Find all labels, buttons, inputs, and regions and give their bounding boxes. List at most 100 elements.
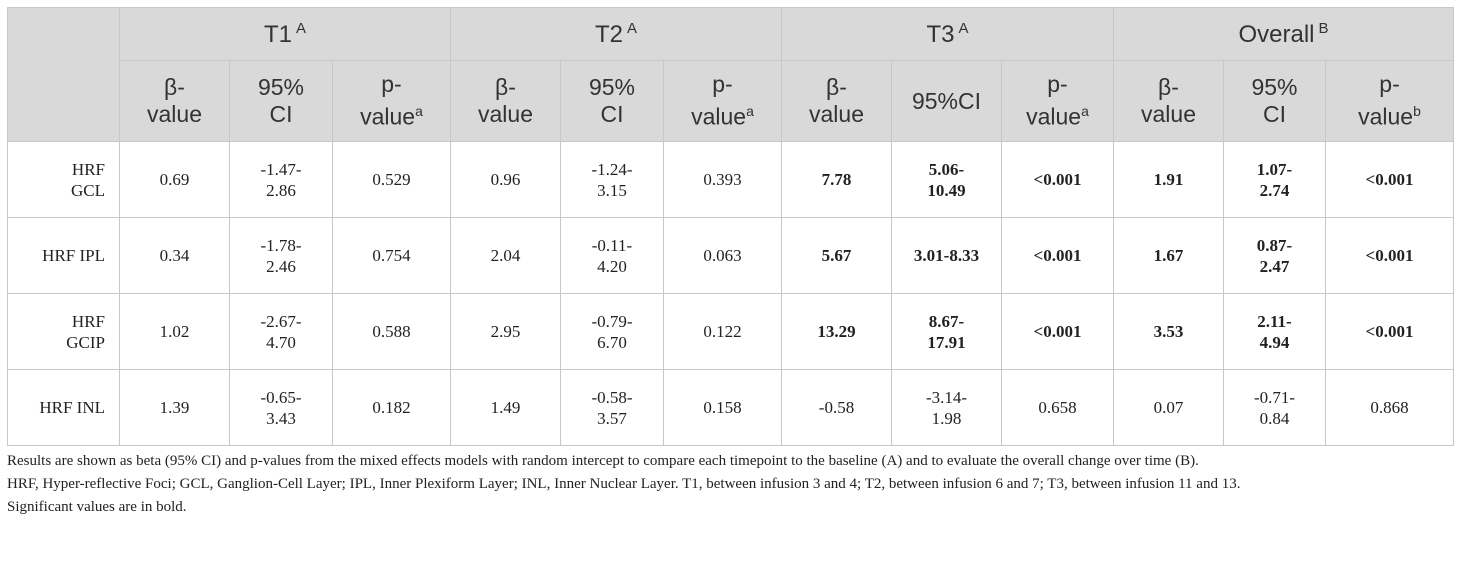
table-cell: <0.001	[1324, 217, 1455, 294]
group-label: T3	[926, 20, 955, 48]
cell-value: 0.393	[703, 170, 742, 189]
cell-value: 0.588	[372, 322, 411, 341]
cell-value: 1.67	[1153, 246, 1184, 265]
column-header-6: β-value	[781, 60, 892, 142]
column-header-line2: value	[809, 101, 864, 127]
cell-value: 0.182	[372, 398, 411, 417]
group-label: Overall	[1238, 20, 1315, 48]
cell-value: 3.57	[597, 408, 627, 428]
row-label-text: HRF IPL	[42, 246, 105, 265]
group-header-3: Overall B	[1112, 7, 1455, 61]
table-cell: 1.39	[119, 369, 230, 446]
table-cell: 1.67	[1113, 217, 1224, 294]
column-header-line2: CI	[600, 101, 624, 127]
cell-value: -0.11-	[591, 235, 633, 255]
column-header-line1: 95%	[1251, 74, 1298, 100]
table-cell: 7.78	[781, 141, 892, 218]
cell-value: 0.69	[159, 170, 190, 189]
cell-value: 0.122	[703, 322, 742, 341]
column-header-line2: value	[1358, 103, 1414, 130]
table-cell: 13.29	[781, 293, 892, 370]
column-header-line1: p-	[381, 71, 402, 98]
row-label: HRF GCL	[7, 141, 120, 218]
cell-value: 7.78	[821, 170, 852, 189]
cell-value: 0.529	[372, 170, 411, 189]
results-table: T1 A T2 A T3 A Overall B β-value 95% CI p-valuea β-…	[7, 7, 1455, 446]
group-superscript: A	[296, 19, 307, 37]
cell-value: <0.001	[1365, 322, 1414, 341]
column-header-superscript: a	[746, 103, 754, 120]
table-cell: 0.868	[1324, 369, 1455, 446]
table-cell: 2.04	[450, 217, 561, 294]
column-header-line2: value	[360, 103, 416, 130]
column-header-4: 95% CI	[560, 60, 664, 142]
table-cell: 0.658	[1001, 369, 1114, 446]
cell-value: <0.001	[1033, 246, 1082, 265]
column-header-line1: β-	[826, 74, 847, 100]
table-cell: -1.24- 3.15	[560, 141, 664, 218]
group-superscript: B	[1318, 19, 1329, 37]
cell-value: 2.47	[1259, 256, 1290, 276]
table-cell: 2.11- 4.94	[1223, 293, 1326, 370]
group-label: T1	[263, 20, 292, 48]
table-cell: -0.58	[781, 369, 892, 446]
column-header-line1: 95%CI	[911, 87, 982, 114]
cell-value: <0.001	[1365, 246, 1414, 265]
table-cell: 1.07- 2.74	[1223, 141, 1326, 218]
cell-value: 0.158	[703, 398, 742, 417]
group-header-2: T3 A	[781, 7, 1114, 61]
column-header-line2: CI	[1263, 101, 1286, 127]
group-label: T2	[594, 20, 623, 48]
table-cell: 0.182	[332, 369, 451, 446]
table-cell: <0.001	[1324, 141, 1455, 218]
footnote-1: HRF, Hyper-reflective Foci; GCL, Ganglio…	[7, 476, 1241, 492]
cell-value: 1.49	[490, 398, 521, 417]
cell-value: 5.06-	[928, 159, 965, 179]
column-header-line2: value	[1026, 103, 1082, 130]
column-header-1: 95% CI	[229, 60, 333, 142]
table-cell: <0.001	[1324, 293, 1455, 370]
column-header-line2: value	[478, 101, 533, 127]
table-cell: 0.529	[332, 141, 451, 218]
subheader-row: β-value 95% CI p-valuea β-value 95% CI p-valuea…	[8, 60, 1455, 142]
row-label-text: HRF	[71, 159, 105, 179]
column-header-line2: value	[691, 103, 747, 130]
row-label-text: HRF	[71, 311, 105, 331]
column-header-9: β-value	[1113, 60, 1224, 142]
column-header-line1: β-	[495, 74, 516, 100]
column-header-line1: p-	[712, 71, 733, 98]
column-header-11: p-valueb	[1324, 60, 1455, 142]
table-footnotes: Results are shown as beta (95% CI) and p…	[7, 452, 1453, 521]
row-label: HRF IPL	[7, 217, 120, 294]
group-superscript: A	[627, 19, 638, 37]
column-header-line1: p-	[1047, 71, 1068, 98]
cell-value: 4.94	[1259, 332, 1290, 352]
column-header-line1: 95%	[588, 74, 636, 100]
table-cell: -3.14- 1.98	[891, 369, 1002, 446]
cell-value: 6.70	[597, 332, 627, 352]
row-label-text: GCL	[71, 180, 105, 200]
column-header-line1: β-	[1158, 74, 1179, 100]
table-cell: -0.58- 3.57	[560, 369, 664, 446]
group-header-row: T1 A T2 A T3 A Overall B	[7, 7, 1455, 142]
cell-value: 4.70	[266, 332, 296, 352]
cell-value: -0.71-	[1253, 387, 1296, 407]
column-header-8: p-valuea	[1001, 60, 1114, 142]
table-cell: 0.063	[663, 217, 782, 294]
column-header-0: β-value	[119, 60, 230, 142]
cell-value: 0.96	[490, 170, 521, 189]
table-row: HRF IPL 0.34 -1.78- 2.46 0.754 2.04 -0.11- 4.20…	[7, 217, 1455, 294]
table-cell: 1.02	[119, 293, 230, 370]
column-header-7: 95%CI	[891, 60, 1002, 142]
row-label: HRF INL	[7, 369, 120, 446]
cell-value: 4.20	[597, 256, 627, 276]
cell-value: 2.11-	[1257, 311, 1292, 331]
row-label-text: HRF INL	[39, 398, 105, 417]
table-cell: <0.001	[1001, 141, 1114, 218]
cell-value: 3.15	[597, 180, 627, 200]
table-cell: 0.122	[663, 293, 782, 370]
table-cell: 1.49	[450, 369, 561, 446]
table-cell: 1.91	[1113, 141, 1224, 218]
table-row: HRF GCL 0.69 -1.47- 2.86 0.529 0.96 -1.24- 3.15 0…	[7, 141, 1455, 218]
cell-value: <0.001	[1365, 170, 1414, 189]
